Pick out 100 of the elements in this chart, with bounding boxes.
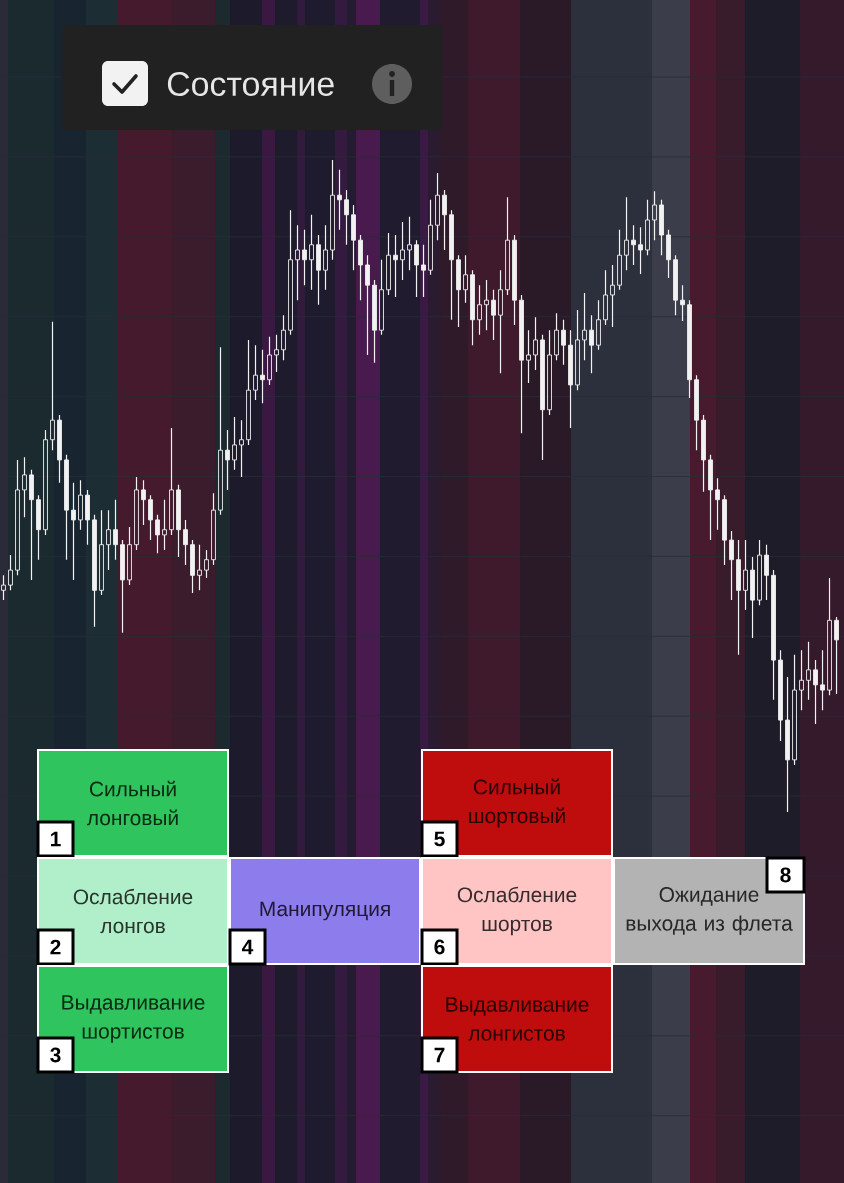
category-label: Ослабление лонгов	[73, 888, 193, 934]
candlestick	[155, 514, 160, 554]
candlestick	[764, 544, 769, 601]
candlestick	[176, 484, 181, 558]
candlestick	[400, 221, 405, 281]
candlestick	[169, 427, 174, 536]
candlestick	[519, 294, 524, 434]
candlestick	[470, 269, 475, 346]
candlestick	[813, 659, 818, 725]
category-label: Ослабление шортов	[457, 886, 577, 936]
candlestick	[624, 196, 629, 271]
candlestick	[85, 489, 90, 546]
candlestick	[64, 454, 69, 561]
candlestick	[806, 641, 811, 701]
candlestick	[148, 494, 153, 541]
candlestick	[393, 234, 398, 298]
candlestick	[512, 234, 517, 326]
candlestick	[351, 204, 356, 271]
candlestick	[1, 574, 6, 601]
candlestick	[197, 544, 202, 591]
candlestick	[302, 229, 307, 286]
text: 6	[434, 939, 445, 955]
candlestick	[533, 316, 538, 371]
candlestick	[659, 199, 664, 256]
candlestick	[645, 199, 650, 256]
candlestick	[792, 654, 797, 766]
category-label: Выдавливание шортистов	[62, 995, 205, 1043]
candlestick	[757, 539, 762, 606]
candlestick	[778, 649, 783, 742]
candlestick	[295, 224, 300, 301]
text: 5	[434, 831, 445, 847]
candlestick	[820, 649, 825, 711]
candlestick	[582, 292, 587, 361]
candlestick	[162, 499, 167, 551]
candlestick	[498, 269, 503, 374]
text: 2	[50, 939, 61, 955]
candlestick	[736, 539, 741, 656]
candlestick	[92, 514, 97, 628]
candlestick	[827, 577, 832, 696]
candlestick	[29, 469, 34, 581]
candlestick	[421, 244, 426, 298]
candlestick	[631, 224, 636, 266]
candlestick	[484, 279, 489, 331]
candlestick	[344, 189, 349, 246]
candlestick	[435, 172, 440, 241]
candlestick	[547, 329, 552, 416]
candlestick	[57, 414, 62, 484]
candlestick	[330, 159, 335, 261]
candlestick	[211, 492, 216, 566]
candlestick	[8, 554, 13, 591]
candlestick	[701, 414, 706, 493]
candlestick	[715, 477, 720, 531]
candlestick	[617, 229, 622, 291]
candlestick	[407, 216, 412, 271]
candlestick	[540, 334, 545, 461]
candlestick	[729, 530, 734, 601]
text: 8	[780, 867, 791, 883]
candlestick	[463, 254, 468, 304]
candlestick	[274, 334, 279, 373]
candlestick	[120, 539, 125, 634]
candlestick	[386, 232, 391, 296]
candlestick	[183, 519, 188, 566]
candlestick	[834, 616, 839, 695]
candlestick	[428, 199, 433, 276]
text: 7	[434, 1047, 445, 1063]
candlestick	[134, 476, 139, 551]
candlestick	[694, 374, 699, 451]
category-label: Манипуляция	[260, 901, 390, 921]
candlestick	[372, 279, 377, 364]
candlestick	[316, 234, 321, 306]
candlestick	[253, 344, 258, 401]
candlestick	[568, 329, 573, 429]
candlestick	[722, 494, 727, 566]
text: 1	[51, 831, 61, 847]
candlestick	[603, 269, 608, 326]
candlestick	[575, 309, 580, 391]
candlestick	[246, 339, 251, 446]
candlestick	[99, 509, 104, 596]
candlestick	[505, 196, 510, 296]
category-label: Выдавливание лонгистов	[446, 997, 589, 1041]
candlestick	[337, 169, 342, 231]
candlestick	[526, 329, 531, 384]
candlestick	[358, 234, 363, 301]
candlestick	[288, 209, 293, 336]
candlestick	[239, 419, 244, 478]
candlestick	[267, 336, 272, 386]
candlestick	[323, 224, 328, 291]
candlestick	[113, 499, 118, 561]
candlestick	[106, 509, 111, 571]
candlestick	[638, 226, 643, 275]
candlestick	[309, 214, 314, 291]
candlestick	[687, 299, 692, 399]
candlestick	[232, 416, 237, 471]
candlestick	[281, 314, 286, 361]
candlestick	[22, 456, 27, 518]
candlestick	[785, 676, 790, 813]
candlestick	[260, 349, 265, 404]
category-label: Сильный лонговый	[86, 780, 178, 826]
category-label: Сильный шортовый	[469, 778, 565, 828]
candlestick	[673, 254, 678, 316]
